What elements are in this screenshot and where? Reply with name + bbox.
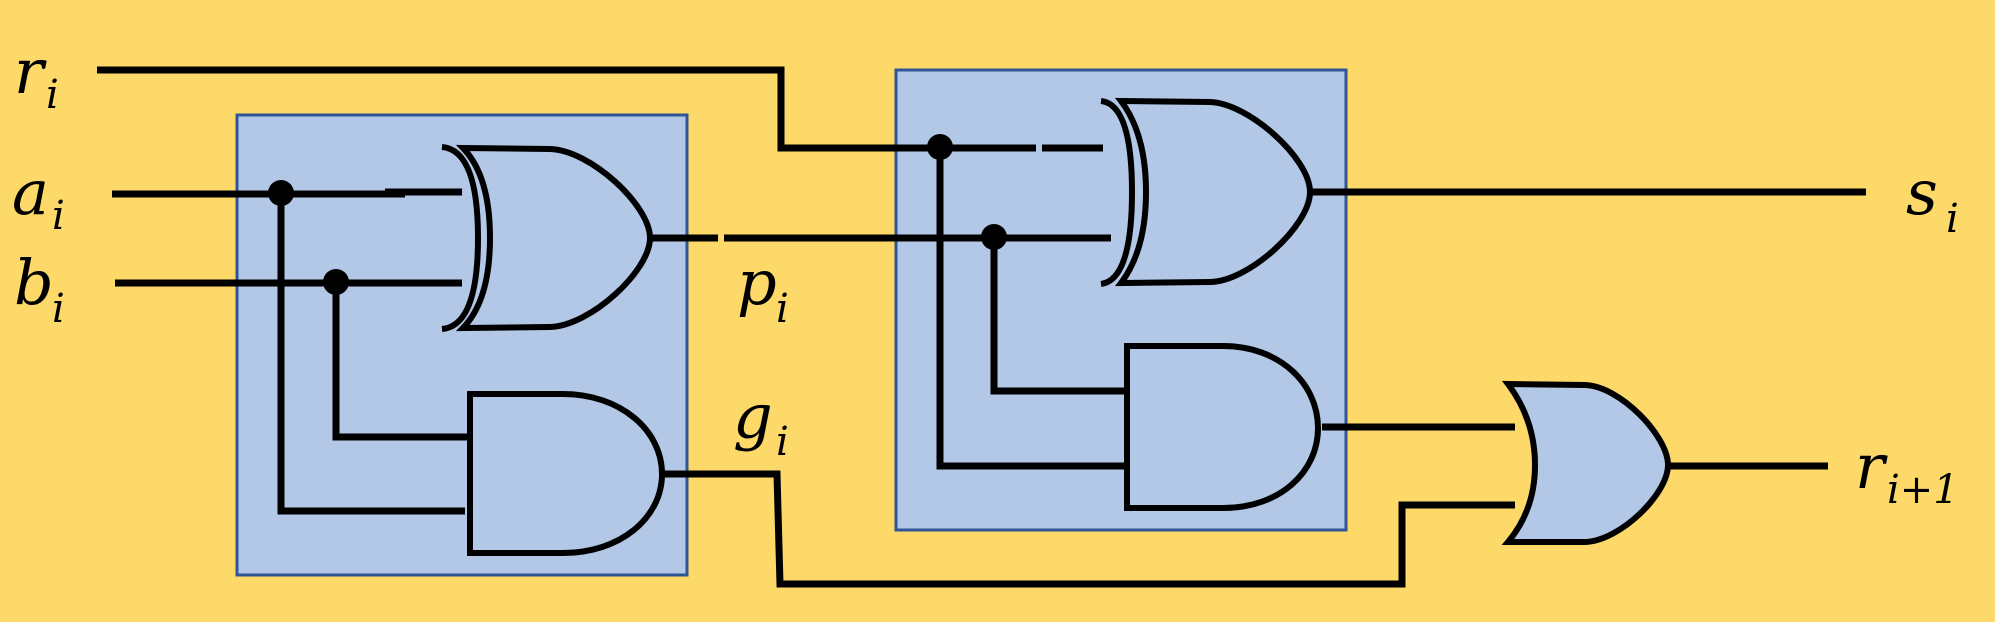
and-gate-2 [1124, 343, 1322, 511]
label-p: p i [737, 246, 789, 332]
svg-text:i: i [52, 286, 65, 332]
wire-a-branch-and1 [277, 194, 465, 515]
junction-p [981, 224, 1007, 250]
and-gate-1 [467, 391, 666, 556]
svg-text:p: p [737, 246, 777, 319]
wire-g [663, 470, 1515, 588]
xor-gate-2 [1100, 97, 1314, 287]
svg-text:i: i [52, 193, 65, 239]
junction-b [323, 269, 349, 295]
svg-text:i: i [46, 72, 59, 118]
label-b-in: b i [14, 246, 65, 332]
svg-text:r: r [14, 35, 47, 108]
label-g: g i [733, 380, 789, 465]
wire-b-branch-and1 [332, 283, 470, 441]
label-s-out: s i [1906, 156, 1959, 242]
wire-r-in [97, 66, 1036, 152]
label-r-in: r i [14, 35, 59, 118]
or-gate [1501, 380, 1672, 545]
svg-text:i: i [1946, 196, 1959, 242]
svg-text:i+1: i+1 [1887, 467, 1959, 513]
wire-r-branch-and2 [936, 148, 1126, 470]
junction-r [927, 134, 953, 160]
svg-text:a: a [12, 156, 49, 229]
svg-text:g: g [733, 380, 773, 453]
xor-gate-1 [441, 144, 654, 332]
junction-a [268, 180, 294, 206]
label-a-in: a i [12, 156, 65, 239]
label-r-out: r i+1 [1855, 430, 1959, 513]
svg-text:s: s [1906, 156, 1938, 229]
wire-p-branch-and2 [990, 238, 1128, 395]
svg-text:r: r [1855, 430, 1888, 503]
svg-text:i: i [776, 419, 789, 465]
svg-text:i: i [776, 286, 789, 332]
svg-text:b: b [14, 246, 54, 319]
